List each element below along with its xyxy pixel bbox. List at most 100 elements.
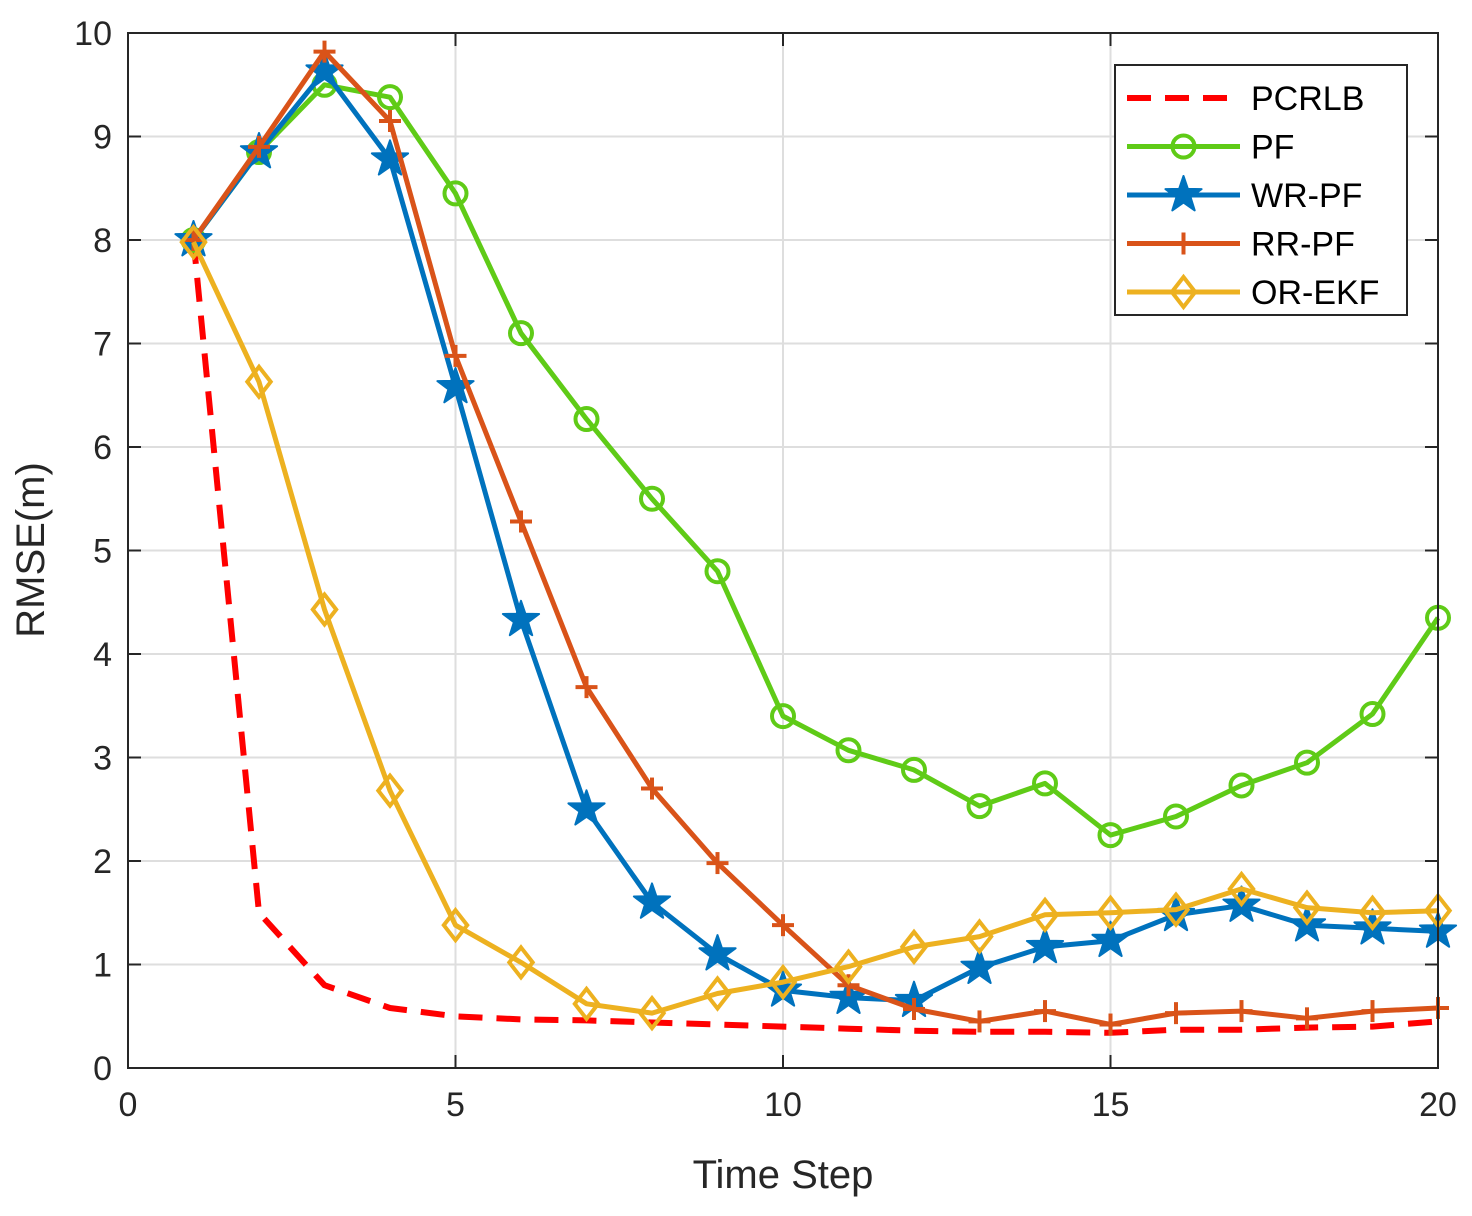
y-tick-label: 9 <box>93 119 112 157</box>
legend-marker-pf <box>1170 133 1197 160</box>
data-point-rr-pf <box>706 852 729 875</box>
data-point-wr-pf <box>1091 920 1130 958</box>
data-point-pf <box>1294 749 1320 776</box>
legend-label-pf: PF <box>1251 129 1294 167</box>
data-point-rr-pf <box>772 914 794 937</box>
series-rr-pf <box>182 40 1449 1036</box>
data-point-or-ekf <box>637 994 667 1032</box>
data-point-wr-pf <box>370 139 410 176</box>
y-tick-label: 5 <box>93 533 112 571</box>
y-axis-title: RMSE(m) <box>9 462 53 638</box>
series-line-pcrlb <box>190 239 1439 1036</box>
data-point-rr-pf <box>968 1010 991 1033</box>
y-tick-label: 1 <box>93 947 112 985</box>
data-point-pf <box>704 558 731 585</box>
data-point-pf <box>508 320 534 347</box>
data-point-or-ekf <box>899 928 929 966</box>
data-point-or-ekf <box>441 906 470 944</box>
data-point-pf <box>770 703 796 730</box>
data-point-or-ekf <box>703 975 732 1012</box>
data-point-or-ekf <box>310 591 339 628</box>
data-point-pf <box>377 84 403 111</box>
data-point-wr-pf <box>567 789 606 826</box>
data-point-pf <box>639 485 665 512</box>
data-point-or-ekf <box>375 772 405 809</box>
data-point-rr-pf <box>1099 1013 1122 1036</box>
x-tick-label: 5 <box>446 1086 465 1124</box>
data-point-pf <box>901 756 927 783</box>
legend-label-rr-pf: RR-PF <box>1251 226 1355 264</box>
legend-label-wr-pf: WR-PF <box>1251 177 1362 215</box>
data-point-pf <box>1228 772 1255 799</box>
data-point-or-ekf <box>572 985 601 1023</box>
data-point-or-ekf <box>1030 896 1060 934</box>
data-point-rr-pf <box>1296 1007 1318 1030</box>
y-tick-label: 4 <box>93 636 112 674</box>
data-point-wr-pf <box>436 367 475 404</box>
data-point-or-ekf <box>506 944 536 981</box>
data-point-rr-pf <box>1165 1002 1187 1025</box>
legend-label-pcrlb: PCRLB <box>1251 80 1364 118</box>
data-point-pf <box>1359 701 1386 728</box>
legend-marker-wr-pf <box>1164 175 1203 212</box>
data-point-rr-pf <box>575 676 598 699</box>
data-point-rr-pf <box>248 135 270 158</box>
data-point-rr-pf <box>641 777 663 800</box>
data-point-rr-pf <box>510 510 532 533</box>
data-point-or-ekf <box>1292 889 1322 926</box>
data-point-or-ekf <box>1227 870 1256 908</box>
x-tick-label: 10 <box>764 1086 802 1124</box>
data-point-pf <box>1032 770 1058 797</box>
x-tick-label: 15 <box>1092 1086 1130 1124</box>
series-layer <box>174 40 1458 1036</box>
y-tick-label: 0 <box>93 1050 112 1088</box>
data-point-or-ekf <box>1096 894 1125 932</box>
data-point-or-ekf <box>1358 894 1387 932</box>
y-tick-label: 10 <box>74 15 112 53</box>
series-or-ekf <box>179 223 1453 1032</box>
y-tick-label: 7 <box>93 326 112 364</box>
series-pcrlb <box>190 239 1439 1036</box>
y-tick-label: 3 <box>93 740 112 778</box>
data-point-rr-pf <box>313 40 336 63</box>
data-point-pf <box>966 793 993 820</box>
data-point-pf <box>835 737 862 764</box>
y-tick-label: 2 <box>93 843 112 881</box>
x-tick-label: 0 <box>119 1086 138 1124</box>
data-point-or-ekf <box>768 963 798 1001</box>
data-point-wr-pf <box>632 882 672 919</box>
grid-lines <box>128 33 1438 1068</box>
legend-label-or-ekf: OR-EKF <box>1251 274 1379 312</box>
data-point-pf <box>573 406 600 433</box>
data-point-pf <box>1163 803 1189 830</box>
data-point-pf <box>1097 822 1124 849</box>
data-point-rr-pf <box>837 974 860 997</box>
data-point-wr-pf <box>960 947 999 984</box>
legend-marker-rr-pf <box>1172 232 1195 255</box>
legend: PCRLB PF WR-PF RR-PF OR-EKF <box>1114 64 1408 316</box>
data-point-pf <box>442 180 469 207</box>
data-point-or-ekf <box>834 948 863 985</box>
axis-ticks: 0 5 10 15 20 0 1 2 3 4 5 6 7 8 9 10 <box>74 15 1457 1124</box>
data-point-or-ekf <box>965 918 994 955</box>
x-axis-title: Time Step <box>693 1153 874 1197</box>
legend-marker-or-ekf <box>1169 273 1198 311</box>
data-point-rr-pf <box>1361 1000 1384 1023</box>
data-point-wr-pf <box>698 934 737 971</box>
data-point-wr-pf <box>1025 926 1065 964</box>
data-point-rr-pf <box>379 109 401 132</box>
x-tick-label: 20 <box>1419 1086 1457 1124</box>
y-tick-label: 6 <box>93 429 112 467</box>
y-tick-label: 8 <box>93 222 112 260</box>
series-line-wr-pf <box>191 68 1439 1004</box>
data-point-rr-pf <box>1034 1000 1056 1023</box>
legend-box <box>1114 64 1408 316</box>
data-point-rr-pf <box>1230 1000 1253 1023</box>
data-point-or-ekf <box>1161 891 1191 928</box>
data-point-or-ekf <box>244 363 274 401</box>
data-point-wr-pf <box>501 599 541 637</box>
data-point-or-ekf <box>179 223 208 261</box>
data-point-rr-pf <box>903 998 925 1021</box>
data-point-rr-pf <box>444 344 467 367</box>
